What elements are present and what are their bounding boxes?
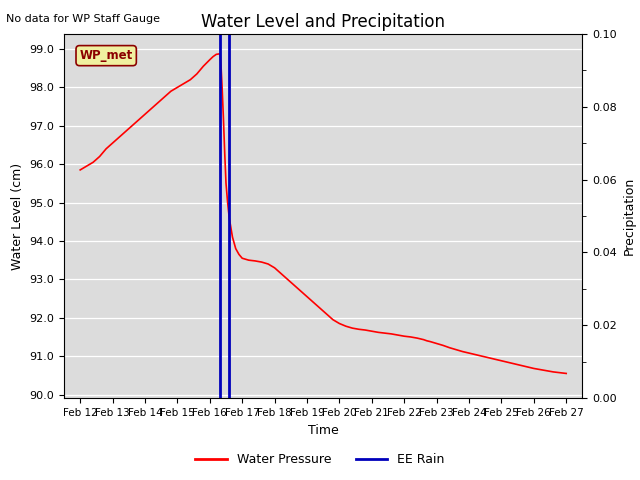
Text: No data for WP Staff Gauge: No data for WP Staff Gauge bbox=[6, 14, 161, 24]
Y-axis label: Water Level (cm): Water Level (cm) bbox=[11, 162, 24, 270]
Title: Water Level and Precipitation: Water Level and Precipitation bbox=[201, 12, 445, 31]
X-axis label: Time: Time bbox=[308, 424, 339, 437]
Y-axis label: Precipitation: Precipitation bbox=[623, 177, 636, 255]
Text: WP_met: WP_met bbox=[79, 49, 133, 62]
Legend: Water Pressure, EE Rain: Water Pressure, EE Rain bbox=[190, 448, 450, 471]
